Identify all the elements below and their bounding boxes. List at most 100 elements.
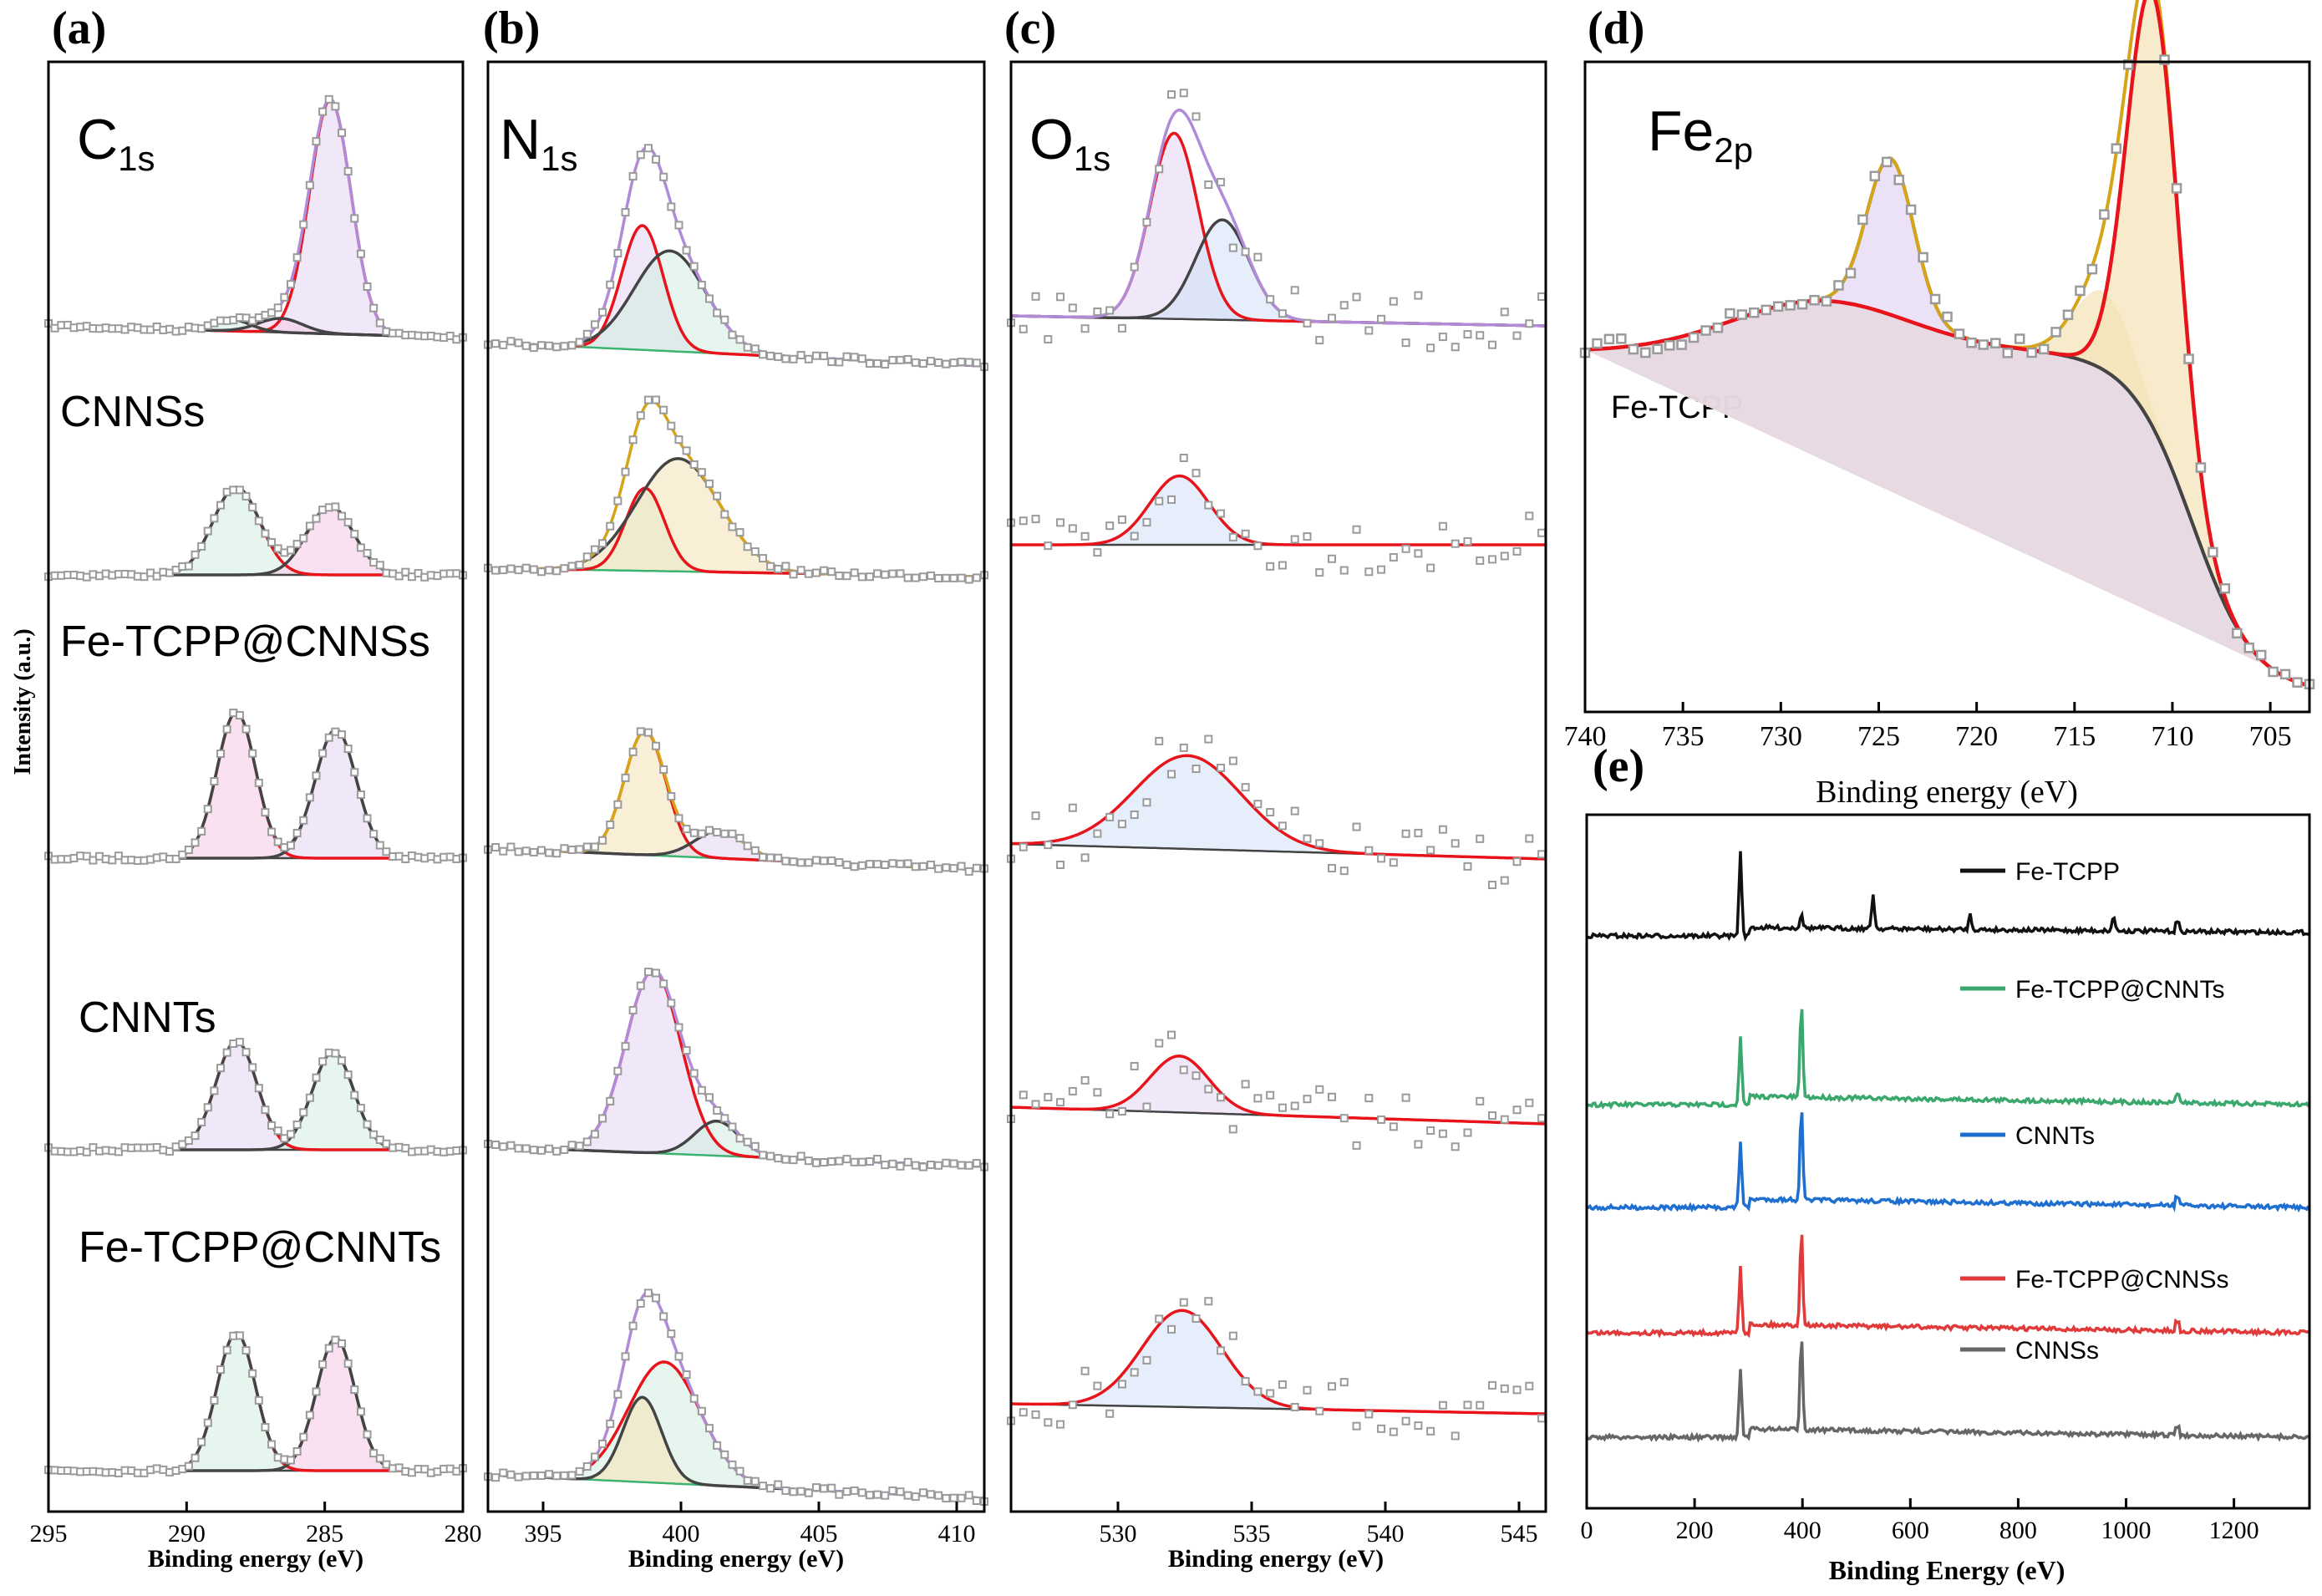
data-point xyxy=(758,1151,767,1160)
data-point xyxy=(728,330,737,339)
data-point xyxy=(575,1141,584,1151)
data-point xyxy=(628,747,638,756)
tick-label: 725 xyxy=(1857,721,1900,752)
data-point xyxy=(1105,1409,1115,1418)
data-point xyxy=(918,572,927,582)
data-point xyxy=(827,357,836,366)
data-point xyxy=(643,144,653,153)
survey-line xyxy=(1585,1341,2309,1443)
data-point xyxy=(606,1419,615,1428)
data-point xyxy=(820,1158,829,1167)
data-point xyxy=(350,530,359,539)
data-point xyxy=(636,1299,645,1308)
data-point xyxy=(1241,783,1250,792)
data-point xyxy=(292,828,302,837)
label-cnnss: CNNSs xyxy=(60,388,205,436)
component-fill xyxy=(488,831,984,870)
data-point xyxy=(1303,318,1312,328)
data-point xyxy=(369,1449,379,1458)
tick-label: 200 xyxy=(1676,1517,1714,1544)
data-point xyxy=(903,859,912,868)
data-point xyxy=(1463,1400,1472,1410)
data-point xyxy=(248,503,257,512)
data-point xyxy=(191,550,200,559)
data-point xyxy=(942,359,951,369)
data-point xyxy=(1488,555,1496,564)
data-point xyxy=(184,845,193,854)
data-point xyxy=(796,858,805,867)
data-point xyxy=(766,853,775,862)
tick-label: 540 xyxy=(1367,1520,1405,1548)
data-point xyxy=(674,221,683,230)
data-point xyxy=(1068,303,1077,313)
axis-ticks: 295 290 285 280 395 400 405 410 530 535 540 545 740 7… xyxy=(30,702,2292,1548)
data-point xyxy=(1796,298,1808,310)
data-point xyxy=(2050,327,2061,338)
data-point xyxy=(273,837,282,846)
data-point xyxy=(1167,90,1176,99)
data-point xyxy=(1093,1381,1102,1390)
data-point xyxy=(1130,262,1139,272)
data-point xyxy=(197,1117,206,1126)
data-point xyxy=(1142,518,1151,527)
component-fill xyxy=(1011,133,1546,326)
data-point xyxy=(811,856,821,865)
data-point xyxy=(312,771,321,780)
data-point xyxy=(835,858,844,867)
component-fill xyxy=(1011,1310,1546,1414)
data-point xyxy=(865,1491,874,1500)
data-point xyxy=(1438,825,1447,834)
data-point xyxy=(743,1137,752,1146)
data-point xyxy=(235,1038,244,1047)
data-point xyxy=(1438,1129,1447,1138)
data-point xyxy=(1869,170,1881,181)
data-point xyxy=(2171,183,2182,194)
data-point xyxy=(827,567,836,577)
data-point xyxy=(1253,1094,1263,1103)
data-point xyxy=(888,1159,897,1168)
data-point xyxy=(331,102,340,111)
data-point xyxy=(567,1471,577,1480)
data-point xyxy=(682,446,691,455)
data-point xyxy=(356,1407,365,1416)
data-point xyxy=(2232,628,2243,639)
data-point xyxy=(1142,1102,1151,1111)
data-point xyxy=(575,1466,584,1476)
x-axis-label-c: Binding energy (eV) xyxy=(1168,1545,1384,1573)
data-point xyxy=(1080,531,1090,541)
data-point xyxy=(1352,1141,1361,1150)
data-point xyxy=(1463,1128,1472,1137)
data-point xyxy=(896,355,905,364)
legend-label: CNNSs xyxy=(2015,1337,2099,1365)
tick-label: 0 xyxy=(1581,1517,1593,1544)
data-point xyxy=(529,565,538,574)
data-point xyxy=(1918,252,1928,263)
data-point xyxy=(1191,1071,1201,1080)
data-point xyxy=(1616,333,1627,344)
data-point xyxy=(1105,306,1115,315)
data-point xyxy=(927,860,936,869)
data-point xyxy=(934,574,943,583)
data-point xyxy=(1476,331,1485,340)
data-point xyxy=(521,1144,531,1153)
data-point xyxy=(1315,1085,1324,1094)
data-point xyxy=(241,724,251,734)
data-point xyxy=(1476,834,1485,843)
data-point xyxy=(1377,314,1386,323)
data-point xyxy=(796,351,805,360)
data-point xyxy=(1426,343,1435,353)
data-point xyxy=(1500,1384,1509,1393)
data-point xyxy=(934,1161,943,1170)
data-point xyxy=(1761,304,1771,316)
data-point xyxy=(865,359,874,369)
data-point xyxy=(713,491,722,501)
data-point xyxy=(356,1104,365,1113)
data-point xyxy=(743,343,752,352)
data-point xyxy=(1253,800,1263,809)
data-point xyxy=(1463,330,1472,339)
data-point xyxy=(254,1084,263,1093)
data-point xyxy=(1044,1418,1053,1427)
data-point xyxy=(820,351,829,360)
data-point xyxy=(1389,552,1398,562)
panel-label-b: (b) xyxy=(483,3,540,54)
